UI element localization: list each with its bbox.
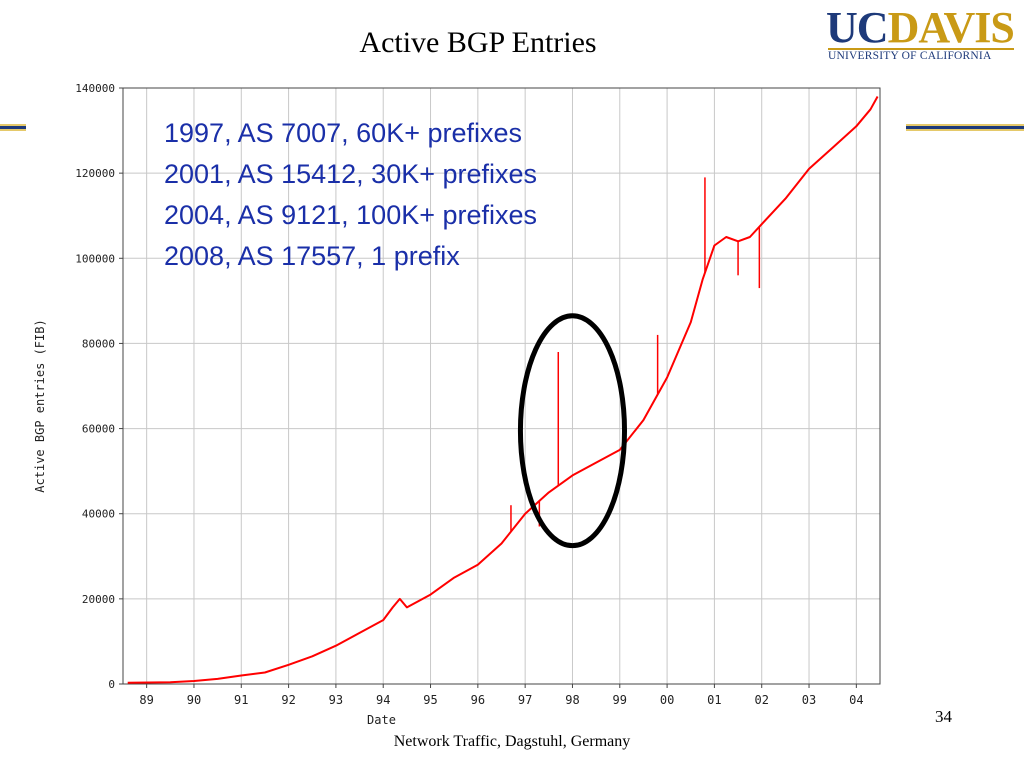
x-tick-label: 04 — [849, 693, 863, 707]
decorative-bar-right — [906, 124, 1024, 131]
y-tick-label: 40000 — [82, 508, 115, 521]
slide-title: Active BGP Entries — [359, 26, 597, 59]
annotation-line: 1997, AS 7007, 60K+ prefixes — [164, 118, 523, 148]
x-tick-label: 97 — [518, 693, 532, 707]
y-tick-label: 80000 — [82, 337, 115, 350]
highlight-ellipse — [517, 313, 628, 549]
logo-wordmark: UCDAVIS — [826, 2, 1015, 53]
x-tick-label: 93 — [329, 693, 343, 707]
plot-frame — [122, 87, 881, 685]
decorative-bar-left — [0, 124, 26, 131]
annotation-list: 1997, AS 7007, 60K+ prefixes 2001, AS 15… — [164, 113, 537, 277]
uc-davis-logo: UCDAVIS UNIVERSITY OF CALIFORNIA — [826, 3, 1018, 66]
y-tick-label: 140000 — [75, 82, 115, 95]
page-number: 34 — [935, 707, 952, 726]
y-axis-label: Active BGP entries (FIB) — [33, 319, 47, 492]
x-tick-label: 03 — [802, 693, 816, 707]
x-tick-label: 99 — [613, 693, 627, 707]
x-tick-label: 02 — [754, 693, 768, 707]
logo-uc-text: UC — [826, 3, 889, 52]
x-tick-label: 01 — [707, 693, 721, 707]
logo-davis-text: DAVIS — [887, 3, 1015, 52]
annotation-line: 2001, AS 15412, 30K+ prefixes — [164, 159, 538, 189]
series-line — [127, 96, 879, 684]
logo-rule — [828, 48, 1014, 50]
x-tick-label: 89 — [139, 693, 153, 707]
y-tick-label: 0 — [108, 678, 115, 691]
annotation-line: 2004, AS 9121, 100K+ prefixes — [164, 200, 538, 230]
x-tick-label: 94 — [376, 693, 390, 707]
x-tick-label: 91 — [234, 693, 248, 707]
y-tick-label: 120000 — [75, 167, 115, 180]
y-tick-label: 100000 — [75, 252, 115, 265]
x-tick-label: 90 — [187, 693, 201, 707]
logo-subtitle: UNIVERSITY OF CALIFORNIA — [828, 50, 992, 62]
x-axis-label: Date — [367, 713, 396, 727]
x-tick-label: 96 — [471, 693, 485, 707]
x-tick-label: 95 — [423, 693, 437, 707]
annotation-line: 2008, AS 17557, 1 prefix — [164, 241, 460, 271]
x-tick-label: 92 — [281, 693, 295, 707]
slide-footer: Network Traffic, Dagstuhl, Germany — [393, 733, 631, 750]
y-tick-label: 20000 — [82, 593, 115, 606]
x-tick-label: 98 — [565, 693, 579, 707]
plot-area — [122, 87, 881, 685]
y-tick-label: 60000 — [82, 423, 115, 436]
x-tick-label: 00 — [660, 693, 674, 707]
